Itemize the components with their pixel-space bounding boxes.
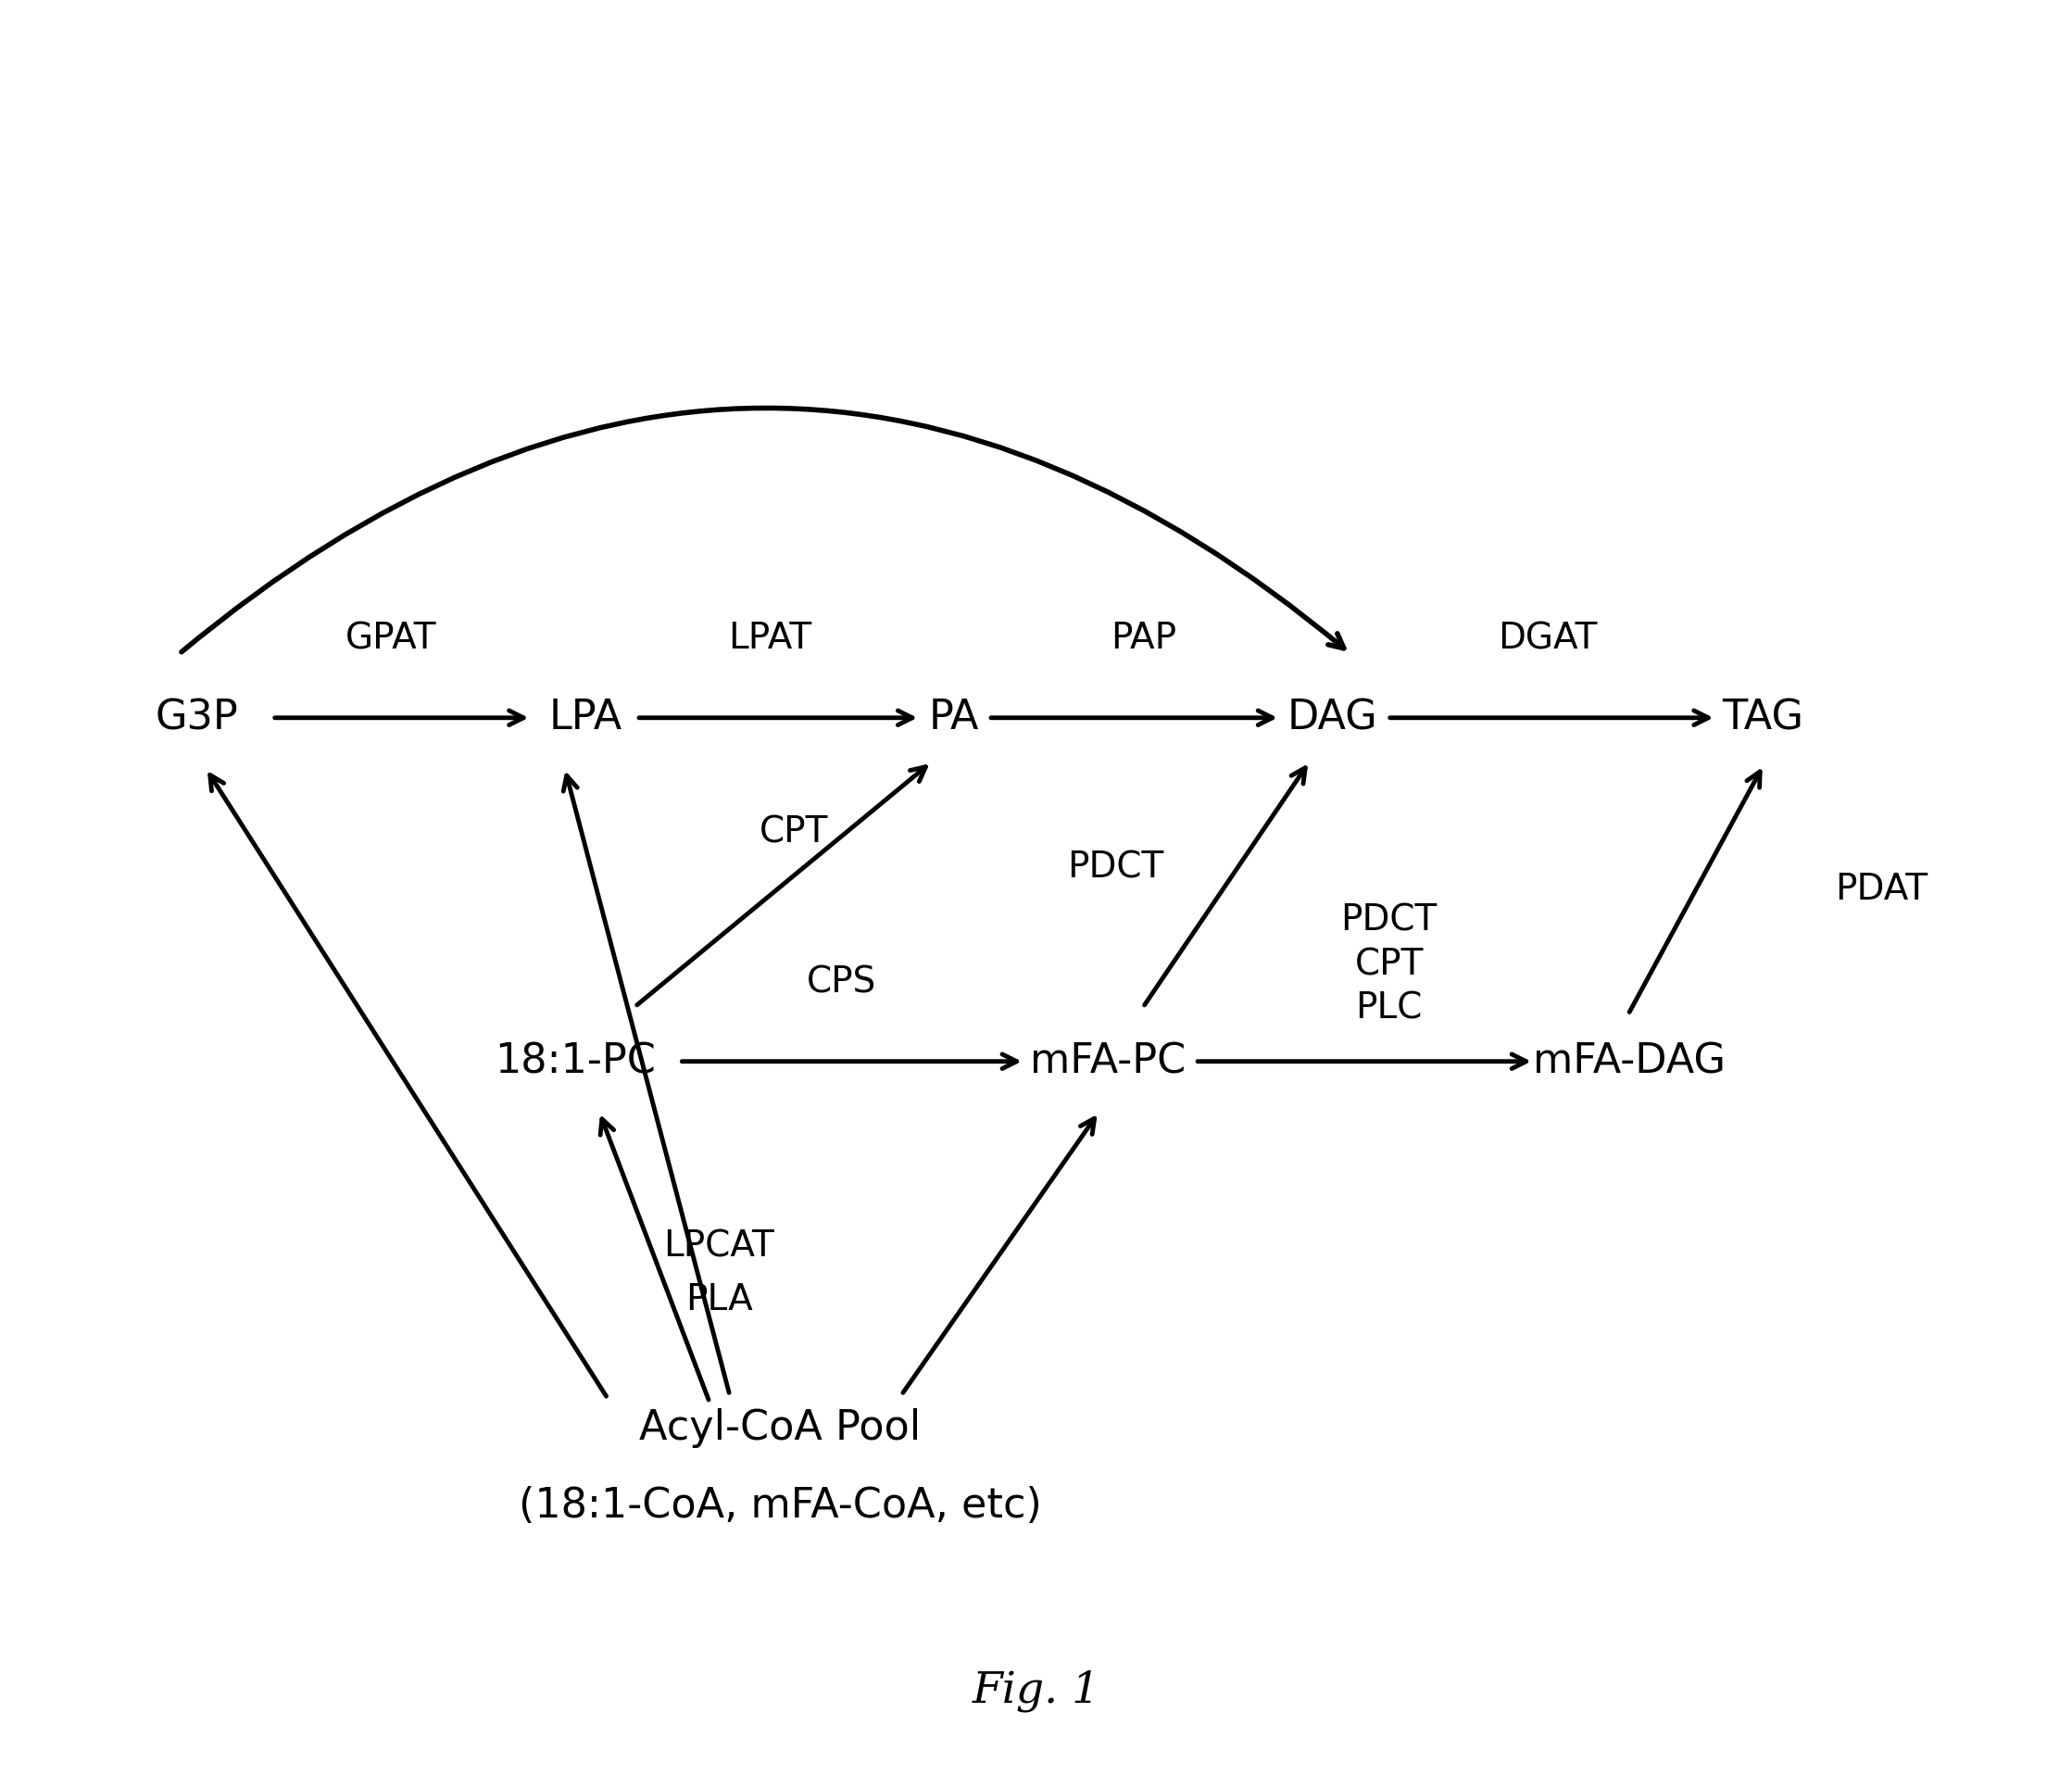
Text: (18:1-CoA, mFA-CoA, etc): (18:1-CoA, mFA-CoA, etc) <box>518 1486 1042 1525</box>
Text: LPAT: LPAT <box>727 620 812 656</box>
Text: mFA-DAG: mFA-DAG <box>1533 1041 1726 1082</box>
Text: CPS: CPS <box>806 964 876 999</box>
Text: PA: PA <box>928 697 980 738</box>
Text: TAG: TAG <box>1722 697 1803 738</box>
Text: mFA-PC: mFA-PC <box>1030 1041 1185 1082</box>
Text: CPT: CPT <box>760 815 829 849</box>
Text: Acyl-CoA Pool: Acyl-CoA Pool <box>640 1407 922 1448</box>
Text: LPCAT: LPCAT <box>663 1228 775 1264</box>
Text: PDAT: PDAT <box>1834 873 1927 907</box>
Text: DGAT: DGAT <box>1498 620 1598 656</box>
Text: PDCT: PDCT <box>1067 849 1162 885</box>
Text: Fig. 1: Fig. 1 <box>972 1670 1100 1711</box>
Text: 18:1-PC: 18:1-PC <box>495 1041 657 1082</box>
Text: PAP: PAP <box>1111 620 1177 656</box>
Text: PLA: PLA <box>686 1282 752 1318</box>
Text: GPAT: GPAT <box>346 620 437 656</box>
Text: DAG: DAG <box>1287 697 1378 738</box>
Text: G3P: G3P <box>155 697 238 738</box>
Text: PDCT: PDCT <box>1341 903 1438 939</box>
Text: PLC: PLC <box>1355 991 1423 1026</box>
Text: LPA: LPA <box>549 697 622 738</box>
Text: CPT: CPT <box>1355 948 1423 982</box>
